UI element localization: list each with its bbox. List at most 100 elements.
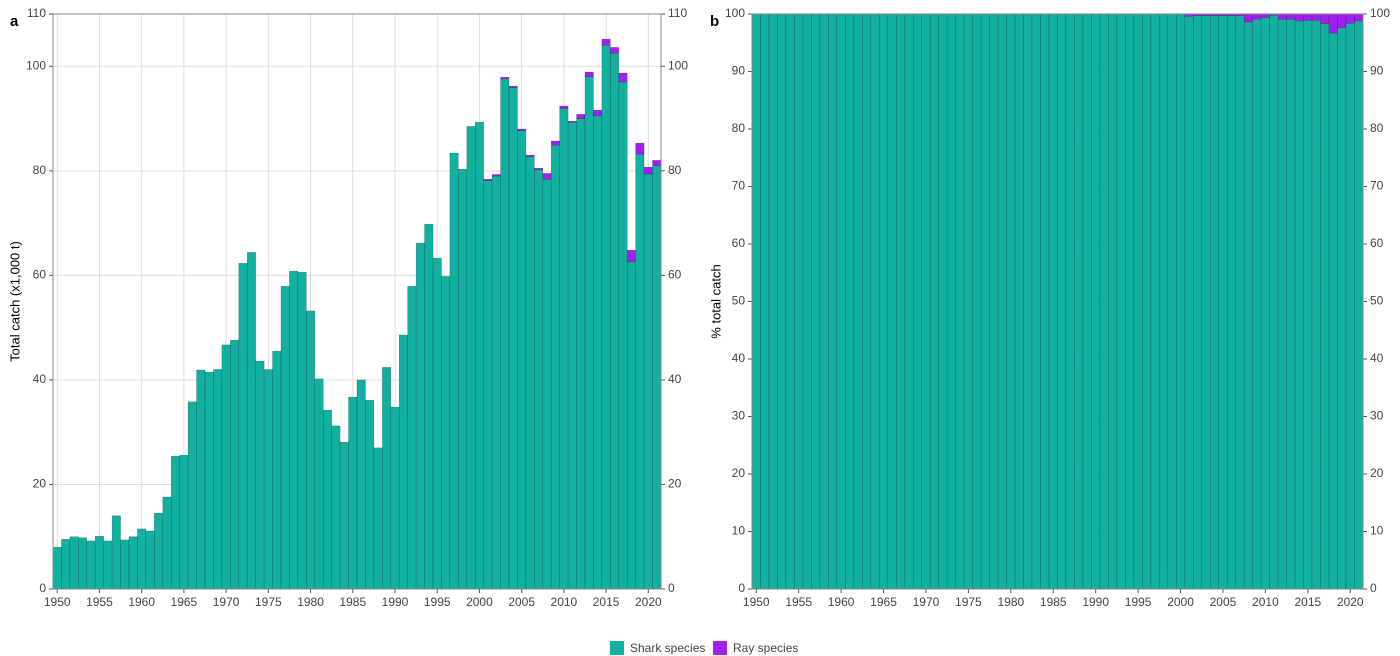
bar [1320, 23, 1330, 590]
panel-label: a [10, 13, 19, 30]
x-tick-label: 2015 [593, 595, 620, 609]
bar [946, 13, 956, 590]
bar [474, 121, 484, 590]
panel-label: b [710, 13, 719, 30]
y-tick-label: 30 [732, 409, 746, 423]
bar [550, 144, 560, 590]
y-tick-label: 10 [732, 524, 746, 538]
bar [1184, 16, 1194, 590]
bar [576, 114, 586, 119]
bar [550, 140, 560, 146]
bar [1311, 20, 1321, 590]
y2-tick-label: 60 [1370, 236, 1384, 250]
bar [137, 528, 147, 590]
bar [1260, 13, 1270, 18]
bar [1023, 13, 1033, 590]
bar [356, 379, 366, 590]
bar [610, 47, 620, 54]
y-tick-label: 20 [732, 466, 746, 480]
y-tick-label: 110 [27, 6, 46, 20]
plot-frame [751, 13, 1364, 590]
bar [912, 13, 922, 590]
bar [955, 13, 965, 590]
bar [213, 369, 223, 590]
x-tick-label: 1980 [997, 595, 1024, 609]
bar [1116, 13, 1126, 590]
bar [246, 252, 256, 590]
bar [500, 78, 510, 590]
bar [432, 257, 442, 590]
bar [204, 371, 214, 590]
bar [1252, 18, 1262, 590]
bar [86, 540, 96, 590]
x-tick-label: 2010 [551, 595, 578, 609]
y2-tick-label: 20 [668, 477, 682, 491]
bar [618, 72, 628, 83]
bar [534, 167, 544, 171]
bar [1277, 18, 1287, 590]
bar [989, 13, 999, 590]
x-tick-label: 1955 [86, 595, 113, 609]
bar [1133, 13, 1143, 590]
y-tick-label: 40 [732, 351, 746, 365]
bar [760, 13, 770, 590]
bar [297, 271, 307, 590]
bar [1057, 13, 1067, 590]
bar [1082, 13, 1092, 590]
bar [870, 13, 880, 590]
bar [196, 369, 206, 590]
bar [1150, 13, 1160, 590]
bar [1337, 27, 1347, 590]
bar [1286, 13, 1296, 20]
x-tick-label: 1985 [1040, 595, 1067, 609]
bar [170, 455, 180, 590]
bar [997, 13, 1007, 590]
bar [1345, 13, 1355, 24]
bar [584, 76, 594, 590]
y2-tick-label: 70 [1370, 179, 1384, 193]
bar [534, 169, 544, 590]
bar [980, 13, 990, 590]
bar [280, 286, 290, 590]
bar [845, 13, 855, 590]
bar [1337, 13, 1347, 29]
bar [1303, 20, 1313, 590]
bar [1260, 17, 1270, 590]
bar [1328, 32, 1338, 590]
bar [1201, 15, 1211, 590]
bar [289, 270, 299, 590]
bar [1294, 20, 1304, 590]
x-tick-label: 1955 [785, 595, 812, 609]
bar [1065, 13, 1075, 590]
x-tick-label: 2015 [1294, 595, 1321, 609]
bar [652, 165, 662, 590]
bar [643, 173, 653, 590]
x-tick-label: 2020 [635, 595, 662, 609]
y-axis-title: Total catch (x1,000 t) [7, 241, 22, 362]
y-tick-label: 80 [33, 163, 47, 177]
legend-label: Ray species [733, 641, 798, 655]
x-tick-label: 1965 [171, 595, 198, 609]
bar [390, 406, 400, 590]
bar [458, 169, 468, 590]
y-tick-label: 50 [732, 294, 746, 308]
bar [785, 13, 795, 590]
y-tick-label: 90 [732, 64, 746, 78]
bar [103, 540, 113, 590]
x-tick-label: 1950 [743, 595, 770, 609]
bar [1303, 13, 1313, 21]
y2-tick-label: 50 [1370, 294, 1384, 308]
bar [542, 178, 552, 590]
x-tick-label: 1970 [213, 595, 240, 609]
bar [272, 350, 282, 590]
bar [69, 536, 79, 590]
bar [559, 105, 569, 109]
bar [1014, 13, 1024, 590]
bar [154, 512, 164, 590]
bar [407, 286, 417, 590]
x-tick-label: 1965 [870, 595, 897, 609]
bar [441, 276, 451, 590]
y-tick-label: 0 [39, 581, 46, 595]
y-tick-label: 100 [725, 6, 745, 20]
